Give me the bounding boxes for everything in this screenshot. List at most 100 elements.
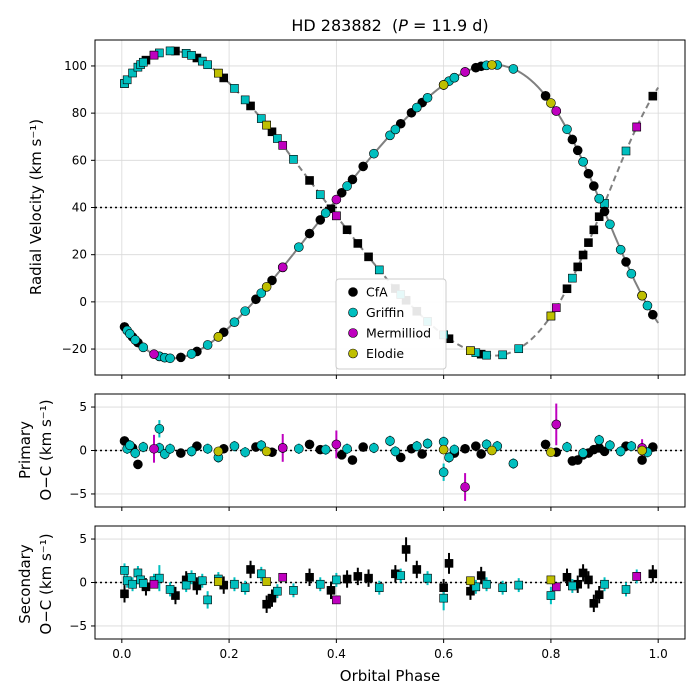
secondary-residual-point bbox=[305, 572, 314, 582]
primary-rv-point bbox=[125, 329, 135, 339]
primary-rv-point bbox=[578, 156, 588, 167]
primary-residual-point bbox=[176, 448, 186, 458]
x-tick-label: 0.0 bbox=[112, 647, 131, 661]
secondary-residual-point bbox=[546, 575, 556, 585]
primary-rv-point bbox=[358, 161, 368, 172]
primary-rv-point bbox=[648, 309, 658, 320]
secondary-residual-point bbox=[621, 585, 631, 594]
primary-rv-point bbox=[567, 134, 578, 145]
y-tick-label: 0 bbox=[79, 444, 87, 458]
secondary-residual-point bbox=[466, 586, 475, 596]
secondary-rv-point bbox=[165, 46, 175, 56]
primary-residual-point bbox=[186, 446, 197, 457]
primary-rv-point bbox=[642, 300, 653, 311]
secondary-rv-point bbox=[374, 265, 384, 275]
secondary-rv-point bbox=[594, 212, 604, 222]
primary-residual-point bbox=[481, 439, 492, 450]
secondary-residual-point bbox=[149, 579, 159, 589]
primary-rv-point bbox=[621, 257, 631, 267]
primary-residual-point bbox=[390, 446, 401, 457]
primary-rv-point bbox=[331, 194, 342, 205]
primary-rv-point bbox=[261, 282, 272, 292]
primary-residual-point bbox=[449, 444, 460, 455]
secondary-rv-point bbox=[482, 350, 491, 360]
secondary-rv-point bbox=[278, 141, 288, 150]
primary-residual-point bbox=[594, 435, 604, 445]
legend-marker-griffin bbox=[348, 307, 358, 318]
primary-rv-point bbox=[637, 290, 647, 301]
primary-rv-point bbox=[369, 148, 379, 159]
primary-rv-point bbox=[626, 268, 637, 279]
primary-residual-point bbox=[487, 445, 497, 456]
primary-residual-point bbox=[605, 440, 615, 451]
secondary-residual-point bbox=[594, 590, 604, 599]
secondary-rv-point bbox=[122, 75, 132, 85]
secondary-residual-point bbox=[589, 599, 599, 608]
primary-residual-point bbox=[417, 449, 427, 459]
primary-residual-point bbox=[422, 438, 433, 449]
primary-residual-point bbox=[460, 443, 470, 454]
secondary-residual-point bbox=[466, 576, 475, 586]
secondary-rv-point bbox=[187, 51, 196, 60]
secondary-rv-point bbox=[219, 73, 229, 83]
primary-residual-point bbox=[154, 423, 165, 434]
primary-rv-point bbox=[605, 219, 615, 230]
legend-marker-mermilliod bbox=[348, 328, 358, 338]
secondary-residual-point bbox=[439, 583, 448, 593]
secondary-residual-point bbox=[262, 599, 271, 609]
primary-rv-point bbox=[315, 215, 326, 225]
y-tick-label: −5 bbox=[69, 487, 87, 501]
primary-rv-point bbox=[320, 208, 331, 218]
secondary-residual-point bbox=[214, 577, 223, 586]
primary-residual-point bbox=[320, 444, 331, 455]
secondary-rv-point bbox=[589, 225, 599, 235]
legend-label-cfa: CfA bbox=[366, 285, 388, 300]
primary-rv-point bbox=[546, 98, 556, 108]
secondary-residual-point bbox=[187, 572, 196, 582]
secondary-rv-point bbox=[273, 134, 282, 143]
primary-residual-point bbox=[277, 443, 288, 453]
primary-rv-point bbox=[165, 353, 175, 364]
secondary-rv-point bbox=[514, 344, 524, 354]
secondary-residual-panel: −5 0 5 0.0 0.2 0.4 0.6 0.8 1.0 bbox=[69, 525, 686, 661]
primary-residual-point bbox=[476, 449, 486, 459]
secondary-rv-point bbox=[305, 176, 314, 185]
primary-rv-point bbox=[277, 262, 288, 273]
primary-rv-point bbox=[438, 80, 449, 90]
primary-residual-point bbox=[578, 448, 588, 458]
secondary-residual-point bbox=[332, 595, 341, 605]
primary-residual-panel: −5 0 5 bbox=[69, 393, 686, 511]
secondary-rv-point bbox=[246, 101, 255, 111]
primary-residual-point bbox=[125, 440, 135, 451]
secondary-rv-point bbox=[203, 60, 212, 70]
secondary-rv-point bbox=[267, 127, 277, 137]
secondary-rv-point bbox=[256, 114, 266, 123]
primary-residual-point bbox=[540, 439, 551, 450]
primary-residual-point bbox=[460, 482, 470, 492]
y-tick-label: 5 bbox=[79, 532, 87, 546]
secondary-residual-point bbox=[278, 572, 288, 582]
secondary-rv-point bbox=[648, 91, 658, 101]
primary-rv-point bbox=[540, 91, 551, 101]
secondary-residual-point bbox=[332, 575, 341, 585]
secondary-residual-point bbox=[632, 572, 642, 581]
primary-rv-point bbox=[229, 317, 240, 327]
secondary-residual-point bbox=[192, 581, 202, 591]
secondary-residual-point bbox=[562, 572, 572, 582]
secondary-residual-point bbox=[181, 580, 191, 590]
y-tick-label: 0 bbox=[79, 576, 87, 590]
secondary-residual-point bbox=[120, 589, 129, 599]
primary-rv-point bbox=[256, 288, 267, 298]
secondary-residual-point bbox=[128, 579, 137, 589]
primary-residual-point bbox=[471, 441, 481, 451]
secondary-rv-point bbox=[332, 211, 341, 221]
secondary-rv-point bbox=[315, 190, 325, 199]
primary-rv-point bbox=[251, 294, 261, 305]
secondary-rv-point bbox=[621, 146, 631, 156]
primary-rv-point bbox=[594, 193, 604, 204]
secondary-rv-point bbox=[573, 262, 583, 272]
secondary-residual-point bbox=[600, 579, 609, 589]
secondary-residual-point bbox=[203, 595, 212, 605]
primary-rv-point bbox=[294, 242, 304, 252]
